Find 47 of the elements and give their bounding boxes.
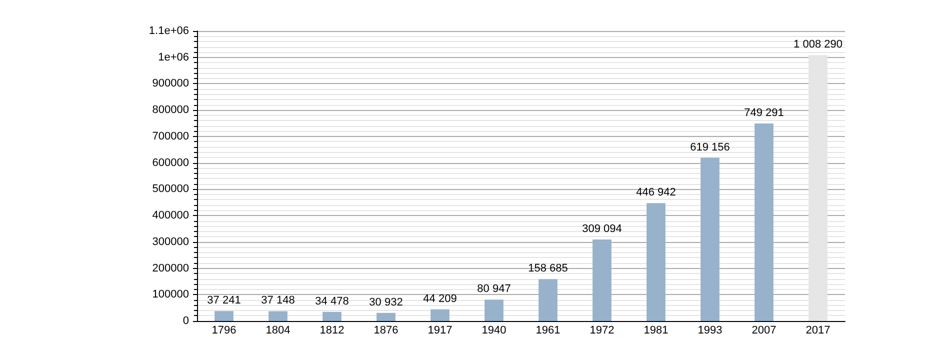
data-label: 80 947 <box>477 283 511 296</box>
x-tick-label: 1796 <box>212 324 236 336</box>
x-tick-label: 1812 <box>320 324 344 336</box>
data-label: 44 209 <box>423 292 457 305</box>
bar <box>538 279 558 321</box>
data-label: 446 942 <box>636 186 676 199</box>
bar <box>592 240 612 321</box>
data-label: 1 008 290 <box>794 38 842 51</box>
data-label: 30 932 <box>369 296 403 308</box>
data-label: 309 094 <box>582 223 622 236</box>
bar <box>214 311 234 321</box>
x-tick-label: 1917 <box>428 324 452 336</box>
bar <box>754 123 774 321</box>
bar <box>484 300 504 321</box>
data-label: 34 478 <box>315 295 349 308</box>
data-label: 37 148 <box>261 294 295 307</box>
y-tick-label: 300000 <box>152 236 189 248</box>
x-tick-label: 1972 <box>590 324 614 336</box>
x-tick-label: 1993 <box>698 324 722 336</box>
data-label: 749 291 <box>744 106 784 119</box>
y-tick-label: 600000 <box>152 156 189 169</box>
bar <box>322 312 342 321</box>
y-tick-label: 900000 <box>152 78 189 90</box>
y-tick-label: 200000 <box>152 262 189 274</box>
y-tick-label: 400000 <box>152 210 189 222</box>
y-tick-label: 800000 <box>152 104 189 116</box>
x-tick-label: 1981 <box>644 324 668 336</box>
y-tick-label: 0 <box>182 315 189 327</box>
bar <box>376 312 396 321</box>
bar <box>646 203 666 321</box>
y-tick-label: 1e+06 <box>158 51 189 64</box>
data-label: 158 685 <box>528 262 568 275</box>
data-label: 37 241 <box>207 294 241 307</box>
x-tick-label: 1961 <box>536 324 560 336</box>
x-tick-label: 1940 <box>482 324 506 336</box>
y-tick-label: 700000 <box>152 130 189 142</box>
y-tick-label: 500000 <box>152 183 189 196</box>
x-tick-label: 1876 <box>374 324 398 336</box>
data-label: 619 156 <box>690 141 730 154</box>
bar <box>700 158 720 321</box>
x-tick-label: 2007 <box>752 324 776 336</box>
x-tick-label: 1804 <box>266 324 290 336</box>
bar <box>430 309 450 321</box>
y-tick-label: 100000 <box>152 288 189 301</box>
x-tick-label: 2017 <box>806 324 830 336</box>
bar <box>268 311 288 321</box>
y-tick-label: 1.1e+06 <box>148 25 189 37</box>
